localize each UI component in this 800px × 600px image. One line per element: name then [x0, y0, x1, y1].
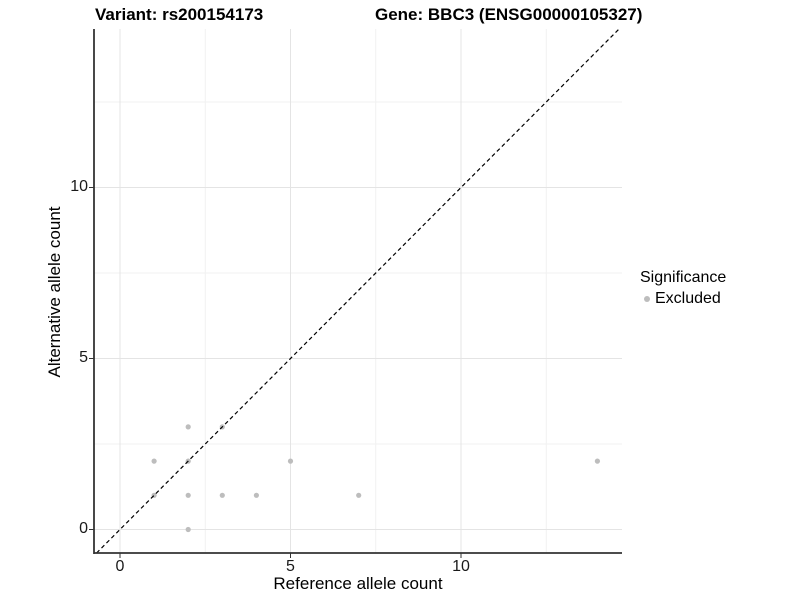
y-tick-label: 0 [79, 519, 88, 537]
y-axis-title: Alternative allele count [45, 206, 64, 378]
identity-line [96, 28, 620, 554]
legend-item-excluded: Excluded [640, 290, 726, 308]
x-axis-title: Reference allele count [273, 574, 443, 593]
plot-title-gene: Gene: BBC3 (ENSG00000105327) [375, 5, 643, 24]
data-point [185, 424, 191, 430]
y-tick-label: 5 [79, 348, 88, 366]
legend-point-icon [644, 296, 650, 302]
x-tick-label: 0 [115, 558, 125, 575]
data-point [594, 458, 601, 464]
x-tick-label: 5 [286, 558, 295, 575]
data-point [356, 492, 362, 498]
legend-title: Significance [640, 269, 727, 286]
plot-title-variant: Variant: rs200154173 [95, 5, 264, 24]
y-tick-label: 10 [70, 177, 88, 195]
x-tick-label: 10 [452, 558, 470, 575]
data-point [185, 526, 191, 533]
data-point [151, 458, 157, 464]
legend: Significance Excluded [640, 269, 726, 308]
legend-item-label: Excluded [655, 290, 721, 307]
data-point [287, 458, 294, 464]
data-point [253, 492, 259, 498]
data-point [219, 492, 225, 498]
data-point [185, 492, 191, 498]
